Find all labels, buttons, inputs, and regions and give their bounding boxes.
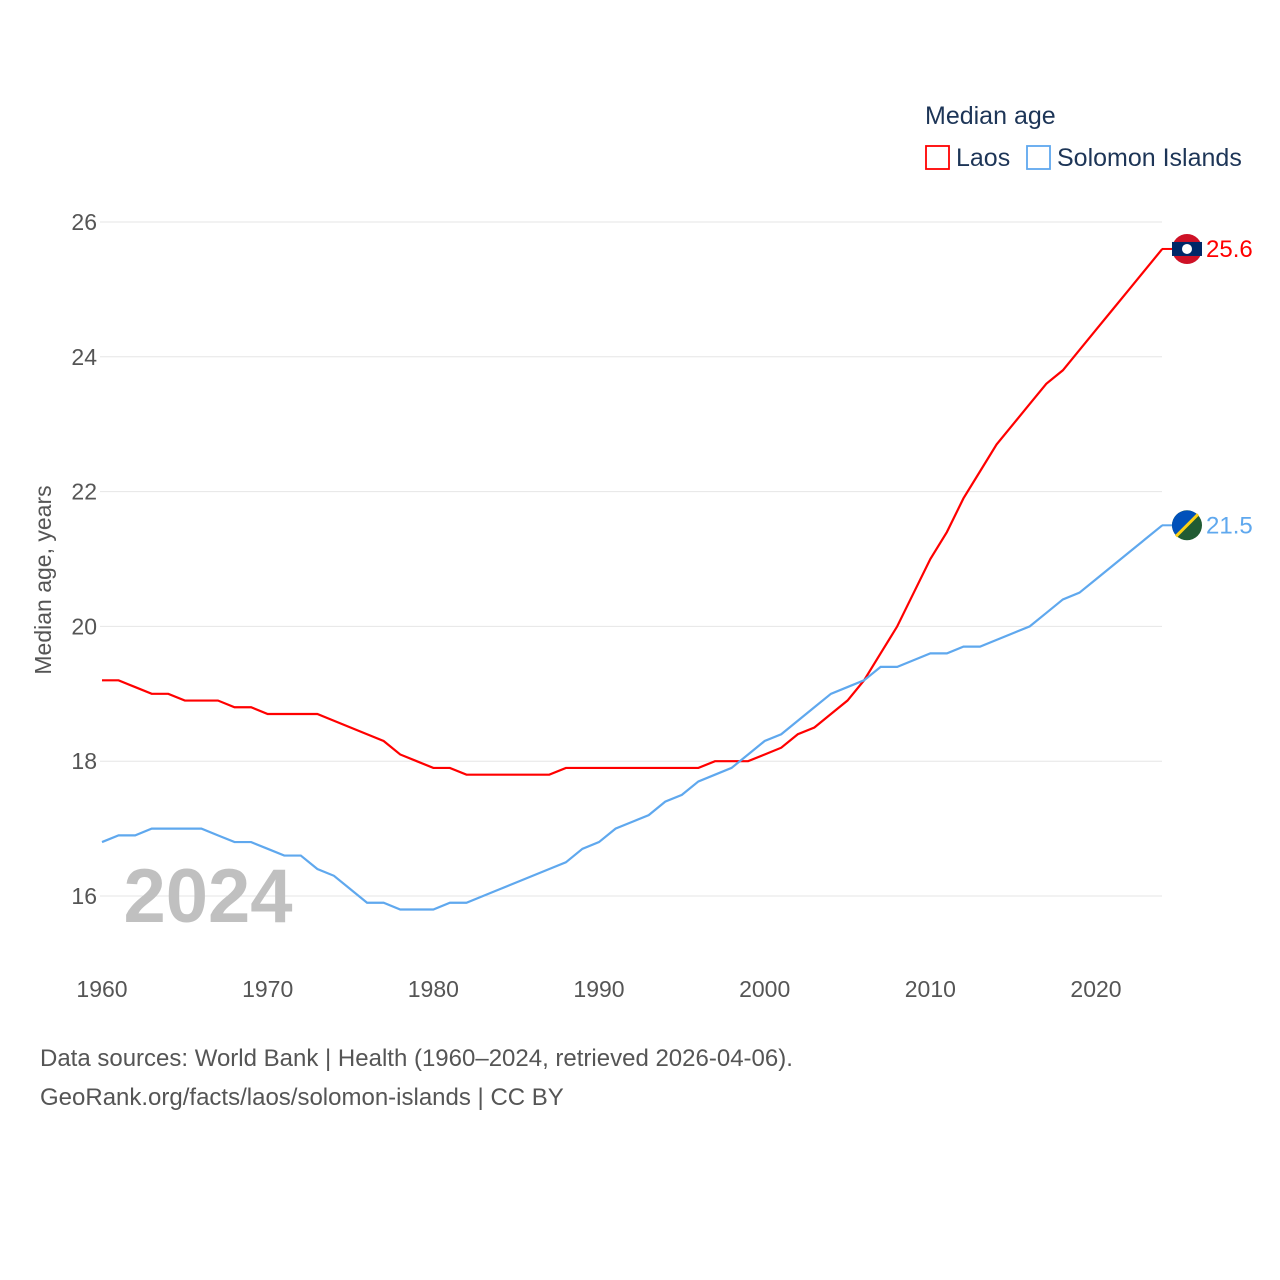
y-tick-label: 24 [71,344,97,370]
legend-swatch[interactable] [925,145,950,170]
legend-swatch[interactable] [1026,145,1051,170]
x-tick-label: 2010 [905,976,956,1002]
data-source-note: Data sources: World Bank | Health (1960–… [40,1045,793,1072]
end-value-label: 21.5 [1206,512,1253,539]
solomon-islands-flag-icon [1172,510,1202,541]
year-watermark: 2024 [123,854,292,939]
x-tick-label: 2000 [739,976,790,1002]
legend-label[interactable]: Laos [956,144,1010,172]
x-tick-label: 1990 [573,976,624,1002]
x-tick-label: 1980 [408,976,459,1002]
y-tick-label: 22 [71,479,97,505]
legend-title: Median age [925,102,1056,130]
y-tick-label: 26 [71,209,97,235]
y-tick-label: 20 [71,613,97,639]
laos-flag-icon [1172,233,1202,264]
y-tick-label: 18 [71,748,97,774]
x-tick-label: 1960 [76,976,127,1002]
end-value-label: 25.6 [1206,236,1253,263]
y-axis-label: Median age, years [30,485,56,674]
series-line-solomon-islands [101,524,1163,911]
attribution-link[interactable]: GeoRank.org/facts/laos/solomon-islands |… [40,1084,564,1111]
x-tick-label: 1970 [242,976,293,1002]
y-tick-label: 16 [71,883,97,909]
series-line-laos [102,248,1164,776]
x-tick-label: 2020 [1070,976,1121,1002]
legend-label[interactable]: Solomon Islands [1057,144,1242,172]
